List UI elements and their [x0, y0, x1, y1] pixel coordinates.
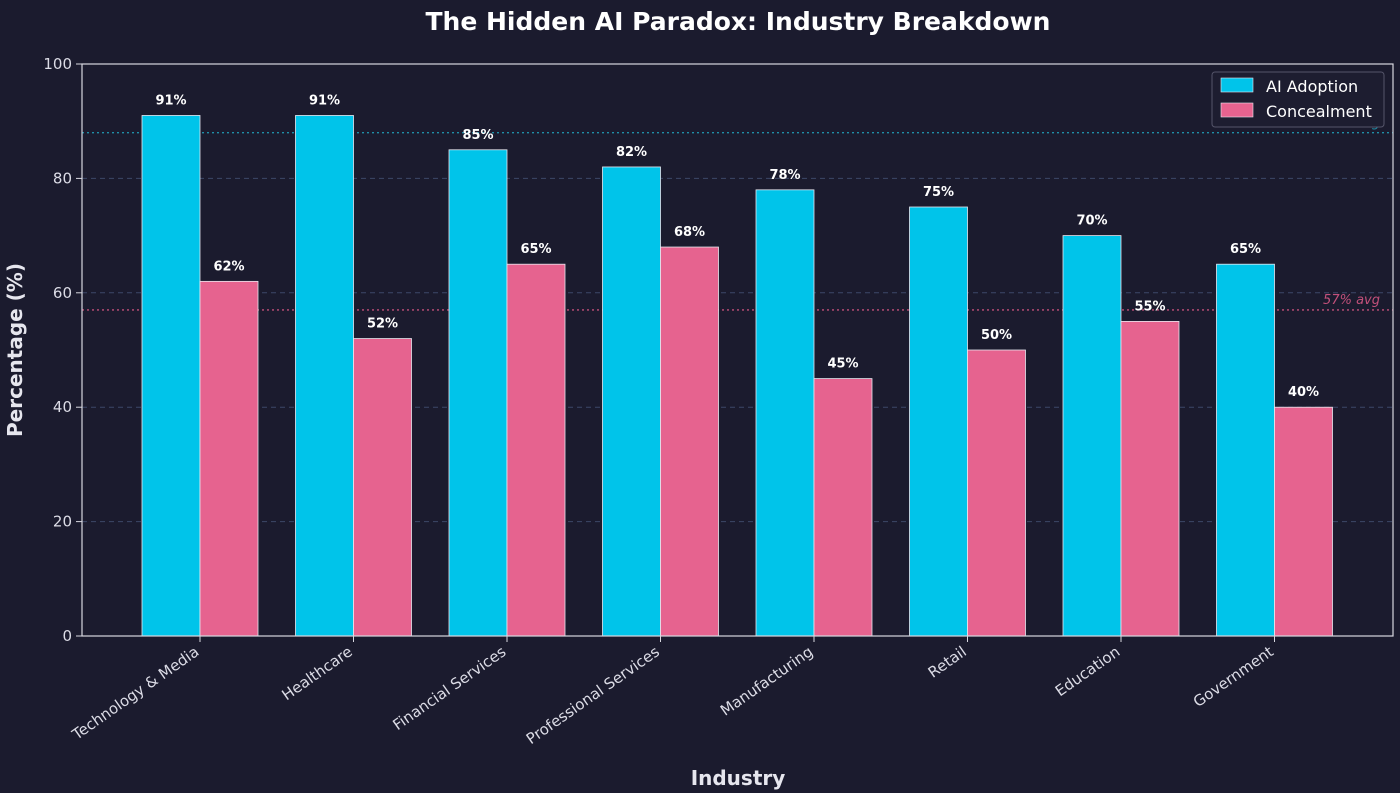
average-line-label: 57% avg [1323, 293, 1380, 308]
bar-concealment [1274, 406, 1333, 637]
bar-ai-adoption [295, 115, 354, 637]
chart-title: The Hidden AI Paradox: Industry Breakdow… [426, 7, 1051, 36]
bar-value-labels: 91% 91% 85% 82% 78% 75% 70% 65% 62% 52% 65% 68% 45% 5… [155, 93, 1319, 400]
bar-concealment [813, 378, 873, 637]
legend-box [1211, 71, 1385, 128]
bar-value-label: 65% [520, 242, 551, 257]
bar-value-label: 85% [462, 128, 493, 143]
y-tick-label: 40 [53, 398, 72, 416]
bar-concealment [506, 263, 566, 637]
legend-swatch [1220, 77, 1254, 93]
bar-ai-adoption [602, 166, 661, 637]
x-axis-label: Industry [691, 766, 786, 790]
y-tick-label: 0 [62, 627, 72, 645]
bar-value-label: 52% [367, 317, 398, 332]
legend: AI Adoption Concealment [1211, 71, 1385, 128]
y-tick-label: 100 [43, 55, 72, 73]
legend-label: Concealment [1266, 102, 1372, 121]
legend-label: AI Adoption [1266, 77, 1358, 96]
bar-value-label: 91% [309, 93, 340, 108]
bar-ai-adoption [448, 149, 508, 637]
bar-ai-adoption [1062, 235, 1122, 637]
legend-swatch [1220, 102, 1254, 118]
bar-value-label: 70% [1076, 214, 1107, 229]
bars [141, 115, 1333, 637]
y-tick-label: 80 [53, 169, 72, 187]
bar-concealment [967, 349, 1026, 637]
bar-value-label: 45% [827, 357, 858, 372]
bar-value-label: 82% [616, 145, 647, 160]
bar-value-label: 50% [981, 328, 1012, 343]
y-axis-ticks: 0 20 40 60 80 100 [43, 55, 82, 645]
bar-concealment [353, 338, 412, 637]
bar-ai-adoption [909, 206, 968, 637]
bar-value-label: 62% [213, 259, 244, 274]
y-tick-label: 60 [53, 284, 72, 302]
bar-ai-adoption [755, 189, 815, 637]
bar-concealment [660, 246, 719, 637]
bar-value-label: 55% [1134, 299, 1165, 314]
bar-concealment [199, 280, 259, 637]
bar-value-label: 91% [155, 93, 186, 108]
plot-frame [81, 63, 1394, 637]
bar-value-label: 40% [1288, 385, 1319, 400]
y-axis-label: Percentage (%) [3, 263, 27, 437]
bar-value-label: 65% [1230, 242, 1261, 257]
bar-ai-adoption [1216, 263, 1275, 637]
bar-value-label: 68% [674, 225, 705, 240]
y-tick-label: 20 [53, 513, 72, 531]
bar-value-label: 78% [769, 168, 800, 183]
bar-concealment [1120, 320, 1180, 637]
bar-ai-adoption [141, 115, 201, 637]
bar-value-label: 75% [923, 185, 954, 200]
